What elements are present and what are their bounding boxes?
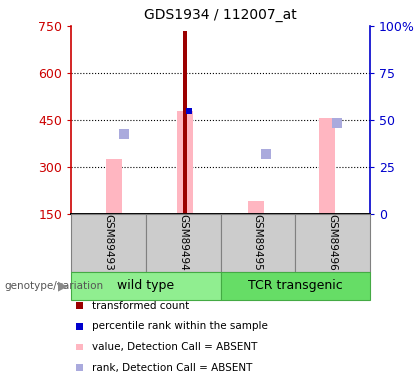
Text: genotype/variation: genotype/variation — [4, 281, 103, 291]
Text: GSM89493: GSM89493 — [104, 214, 114, 271]
Title: GDS1934 / 112007_at: GDS1934 / 112007_at — [144, 9, 297, 22]
Text: GSM89494: GSM89494 — [178, 214, 188, 271]
Text: transformed count: transformed count — [92, 301, 190, 310]
Bar — [177, 111, 193, 214]
Bar — [183, 31, 187, 214]
Bar — [248, 201, 264, 214]
Text: GSM89495: GSM89495 — [253, 214, 263, 271]
Text: ▶: ▶ — [58, 279, 68, 292]
Bar — [319, 118, 335, 214]
Text: GSM89496: GSM89496 — [327, 214, 337, 271]
Text: value, Detection Call = ABSENT: value, Detection Call = ABSENT — [92, 342, 258, 352]
Text: TCR transgenic: TCR transgenic — [248, 279, 342, 292]
Text: rank, Detection Call = ABSENT: rank, Detection Call = ABSENT — [92, 363, 253, 372]
Bar — [106, 159, 122, 214]
Text: wild type: wild type — [117, 279, 175, 292]
Text: percentile rank within the sample: percentile rank within the sample — [92, 321, 268, 331]
